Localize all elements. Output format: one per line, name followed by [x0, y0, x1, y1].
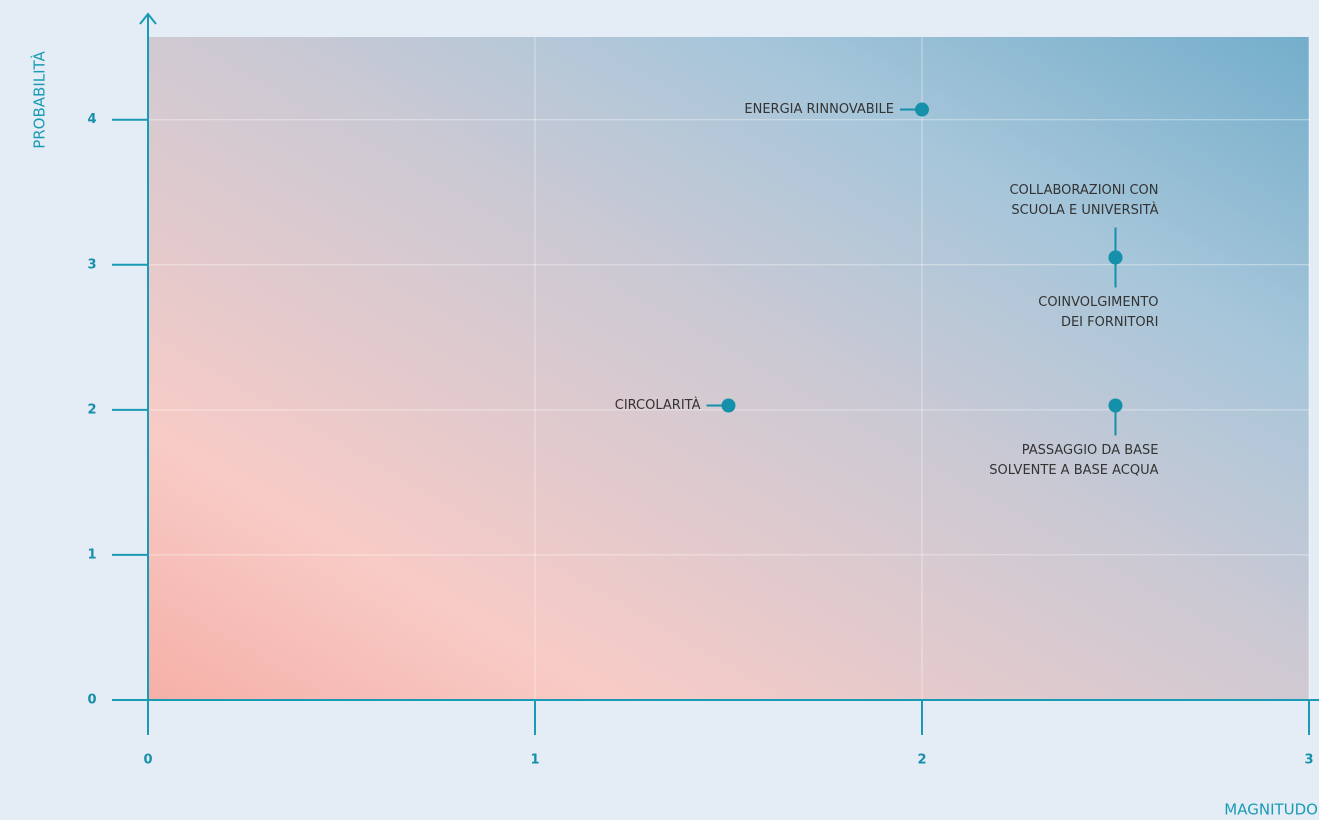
point-label: PASSAGGIO DA BASE: [1022, 443, 1159, 458]
point-label: SOLVENTE A BASE ACQUA: [989, 463, 1158, 478]
y-tick-label: 2: [87, 402, 96, 417]
point: [1108, 398, 1123, 413]
y-axis-label: PROBABILITÀ: [30, 50, 49, 148]
y-tick-label: 3: [87, 257, 96, 272]
y-tick-label: 0: [87, 693, 96, 708]
y-tick-label: 1: [87, 547, 96, 562]
point-label: COINVOLGIMENTO: [1038, 295, 1158, 310]
point-label: DEI FORNITORI: [1061, 315, 1159, 330]
y-tick-label: 4: [87, 112, 96, 127]
point-label: CIRCOLARITÀ: [615, 397, 701, 413]
point: [721, 398, 736, 413]
x-tick-label: 0: [143, 753, 152, 768]
point: [915, 102, 929, 117]
x-tick-label: 1: [530, 753, 539, 768]
x-tick-label: 3: [1304, 753, 1313, 768]
point-label: ENERGIA RINNOVABILE: [744, 102, 894, 117]
point-label: SCUOLA E UNIVERSITÀ: [1011, 202, 1158, 218]
point: [1108, 250, 1123, 265]
x-axis-label: MAGNITUDO: [1224, 801, 1318, 819]
plot-area: [148, 37, 1309, 700]
x-tick-label: 2: [917, 753, 926, 768]
point-label: COLLABORAZIONI CON: [1009, 183, 1158, 198]
y-axis-arrow: [139, 12, 157, 25]
